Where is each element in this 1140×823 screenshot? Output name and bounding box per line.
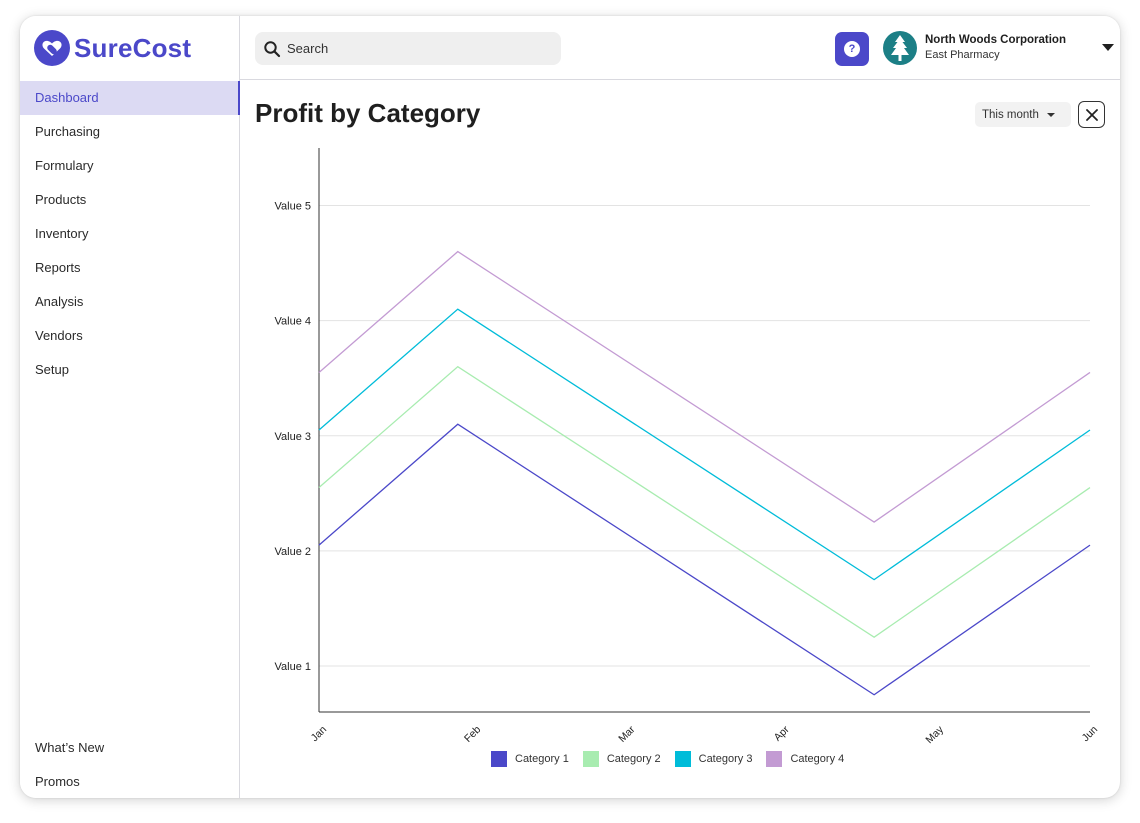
legend-label: Category 3 [698,753,753,765]
legend-swatch [582,751,599,767]
search-icon [264,40,281,57]
sidebar-nav: Dashboard Purchasing Formulary Products … [20,81,240,387]
chart-x-ticks: Jan Feb Mar Apr May Jun [309,723,1101,746]
help-button[interactable]: ? [835,32,869,66]
brand[interactable]: SureCost [34,30,191,66]
sidebar-item-reports[interactable]: Reports [35,260,81,275]
profit-line-chart: Value 1 Value 2 Value 3 Value 4 Value 5 Jan F… [275,148,1101,746]
legend-swatch [766,751,783,767]
brand-logo-icon [34,30,70,66]
chevron-down-icon[interactable] [1102,44,1114,51]
y-tick-label: Value 2 [275,546,312,558]
series-line-category-3 [318,308,1091,581]
x-tick-label: Jan [309,724,330,745]
legend-label: Category 4 [790,753,845,765]
chart-series [318,250,1091,696]
chart-gridlines [319,205,1090,667]
period-dropdown[interactable]: This month [975,102,1071,127]
legend-swatch [491,751,507,767]
sidebar-item-vendors[interactable]: Vendors [35,328,83,343]
legend-item-category-2[interactable]: Category 2 [582,751,661,767]
x-tick-label: Feb [462,724,483,745]
x-tick-label: Jun [1080,724,1101,745]
series-line-category-1 [318,423,1091,696]
sidebar-item-setup[interactable]: Setup [35,362,69,377]
legend-item-category-4[interactable]: Category 4 [766,751,844,767]
org-location: East Pharmacy [925,49,1000,61]
question-icon: ? [844,41,860,57]
x-tick-label: Mar [616,723,638,745]
org-info[interactable]: North Woods Corporation East Pharmacy [925,33,1066,63]
x-tick-label: May [923,723,946,746]
sidebar-item-promos[interactable]: Promos [35,774,80,789]
pine-tree-icon [891,35,909,61]
sidebar: SureCost Dashboard Purchasing Formulary … [20,16,240,798]
org-name: North Woods Corporation [925,34,1066,46]
legend-item-category-3[interactable]: Category 3 [674,751,753,767]
chart-y-ticks: Value 1 Value 2 Value 3 Value 4 Value 5 [275,201,312,673]
series-line-category-2 [318,365,1091,638]
org-avatar[interactable] [883,31,917,65]
top-header: ? North Woods Corporation East Pharmacy [240,16,1120,80]
sidebar-item-inventory[interactable]: Inventory [35,226,89,241]
y-tick-label: Value 3 [275,431,312,443]
sidebar-item-purchasing[interactable]: Purchasing [35,124,101,139]
sidebar-item-products[interactable]: Products [35,192,87,207]
x-tick-label: Apr [772,723,792,743]
close-button[interactable] [1078,101,1105,128]
caret-down-icon [1046,112,1055,117]
close-icon [1085,108,1098,121]
series-line-category-4 [318,250,1091,523]
sidebar-item-whats-new[interactable]: What’s New [35,740,105,755]
y-tick-label: Value 1 [275,661,312,673]
y-tick-label: Value 4 [275,316,312,328]
sidebar-item-analysis[interactable]: Analysis [35,294,84,309]
page-title: Profit by Category [255,98,481,128]
legend-label: Category 1 [515,753,569,765]
sidebar-item-formulary[interactable]: Formulary [35,158,94,173]
period-dropdown-value: This month [982,108,1039,121]
sidebar-bottom-nav: What’s New Promos [20,731,240,798]
chart-legend: Category 1 Category 2 Category 3 Categor… [491,751,858,767]
legend-swatch [674,751,691,767]
search-input[interactable] [287,41,547,56]
search-bar[interactable] [255,32,561,65]
brand-name: SureCost [74,32,192,63]
legend-item-category-1[interactable]: Category 1 [491,751,569,767]
sidebar-item-dashboard[interactable]: Dashboard [20,81,240,115]
legend-label: Category 2 [606,753,661,765]
y-tick-label: Value 5 [275,201,312,213]
app-window: SureCost Dashboard Purchasing Formulary … [20,16,1120,798]
